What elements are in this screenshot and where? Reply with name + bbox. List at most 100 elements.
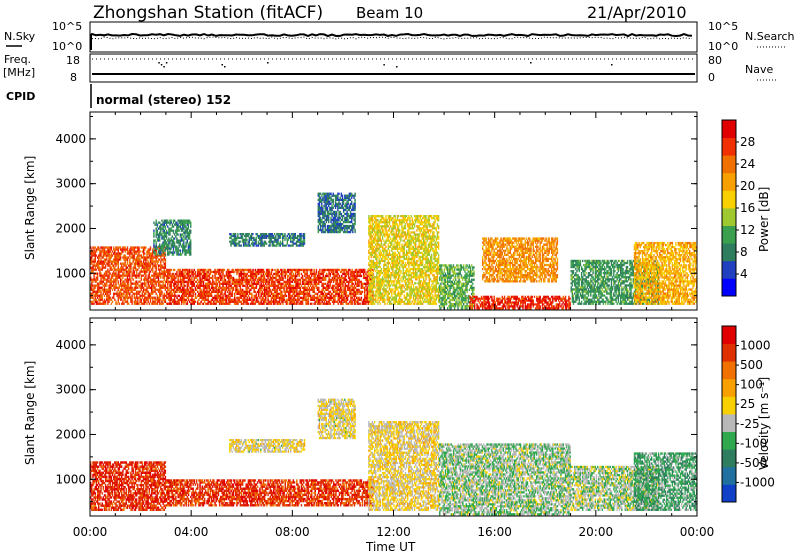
heatmap-cell	[282, 298, 284, 301]
heatmap-cell	[247, 298, 250, 301]
heatmap-cell	[328, 278, 330, 281]
heatmap-cell	[400, 270, 402, 273]
heatmap-cell	[130, 278, 132, 281]
heatmap-cell	[294, 290, 297, 293]
heatmap-cell	[288, 292, 290, 295]
heatmap-cell	[263, 292, 266, 295]
heatmap-cell	[311, 272, 313, 276]
heatmap-cell	[320, 290, 322, 293]
heatmap-cell	[341, 290, 343, 293]
heatmap-cell	[113, 252, 115, 255]
heatmap-cell	[350, 278, 352, 281]
heatmap-cell	[283, 268, 285, 272]
heatmap-cell	[167, 280, 169, 283]
heatmap-cell	[380, 233, 383, 236]
heatmap-cell	[178, 300, 180, 303]
heatmap-cell	[106, 250, 108, 253]
heatmap-cell	[304, 268, 306, 272]
heatmap-cell	[137, 248, 139, 251]
heatmap-cell	[372, 268, 374, 272]
heatmap-cell	[314, 300, 316, 303]
heatmap-cell	[100, 286, 102, 289]
heatmap-cell	[224, 298, 227, 301]
heatmap-cell	[337, 292, 339, 295]
heatmap-cell	[140, 284, 142, 287]
heatmap-cell	[372, 245, 375, 248]
heatmap-cell	[353, 302, 356, 305]
heatmap-cell	[167, 292, 169, 295]
heatmap-cell	[117, 276, 119, 279]
heatmap-cell	[131, 274, 133, 277]
heatmap-cell	[258, 300, 260, 303]
heatmap-cell	[380, 278, 383, 281]
heatmap-cell	[237, 298, 239, 301]
heatmap-cell	[124, 256, 126, 259]
heatmap-cell	[360, 268, 363, 272]
heatmap-cell	[397, 302, 400, 305]
heatmap-cell	[104, 252, 107, 255]
heatmap-cell	[412, 247, 415, 250]
heatmap-cell	[94, 278, 96, 281]
heatmap-cell	[387, 278, 389, 281]
heatmap-cell	[159, 292, 161, 295]
heatmap-cell	[221, 268, 223, 272]
heatmap-cell	[191, 272, 193, 276]
heatmap-cell	[125, 284, 127, 287]
heatmap-cell	[199, 280, 201, 283]
heatmap-cell	[261, 290, 263, 293]
heatmap-cell	[345, 298, 348, 301]
heatmap-cell	[121, 264, 123, 267]
heatmap-cell	[218, 270, 221, 274]
heatmap-cell	[130, 248, 132, 251]
heatmap-cell	[178, 286, 180, 289]
heatmap-cell	[271, 274, 274, 278]
heatmap-cell	[395, 243, 397, 246]
heatmap-cell	[273, 284, 275, 287]
heatmap-cell	[132, 270, 134, 273]
heatmap-cell	[159, 280, 161, 283]
heatmap-cell	[395, 282, 397, 285]
heatmap-cell	[291, 288, 293, 291]
heatmap-cell	[294, 274, 297, 278]
heatmap-cell	[416, 278, 418, 281]
heatmap-cell	[409, 298, 411, 301]
heatmap-cell	[136, 294, 138, 297]
heatmap-cell	[320, 296, 322, 299]
heatmap-cell	[262, 302, 265, 305]
heatmap-cell	[228, 302, 230, 305]
heatmap-cell	[412, 294, 415, 297]
heatmap-cell	[306, 292, 308, 295]
heatmap-cell	[115, 248, 117, 251]
heatmap-cell	[370, 294, 372, 297]
heatmap-cell	[169, 272, 171, 276]
heatmap-cell	[389, 237, 392, 240]
heatmap-cell	[413, 300, 416, 303]
heatmap-cell	[385, 284, 387, 287]
heatmap-cell	[407, 231, 409, 234]
heatmap-cell	[353, 300, 356, 303]
heatmap-cell	[118, 296, 121, 299]
heatmap-cell	[281, 282, 283, 285]
heatmap-cell	[169, 268, 171, 272]
heatmap-cell	[375, 257, 377, 261]
heatmap-cell	[228, 292, 230, 295]
heatmap-cell	[92, 288, 94, 291]
heatmap-cell	[240, 276, 243, 280]
heatmap-cell	[157, 264, 160, 267]
heatmap-cell	[309, 294, 312, 297]
heatmap-cell	[212, 282, 214, 285]
heatmap-cell	[197, 278, 199, 281]
heatmap-cell	[396, 247, 399, 250]
heatmap-cell	[279, 292, 282, 295]
heatmap-cell	[126, 252, 129, 255]
heatmap-cell	[298, 268, 300, 272]
heatmap-cell	[173, 268, 176, 272]
heatmap-cell	[131, 272, 133, 275]
heatmap-cell	[163, 272, 165, 275]
heatmap-cell	[336, 278, 338, 281]
heatmap-cell	[134, 258, 137, 261]
heatmap-cell	[336, 286, 338, 289]
heatmap-cell	[259, 290, 261, 293]
heatmap-cell	[260, 272, 262, 276]
heatmap-cell	[169, 290, 171, 293]
